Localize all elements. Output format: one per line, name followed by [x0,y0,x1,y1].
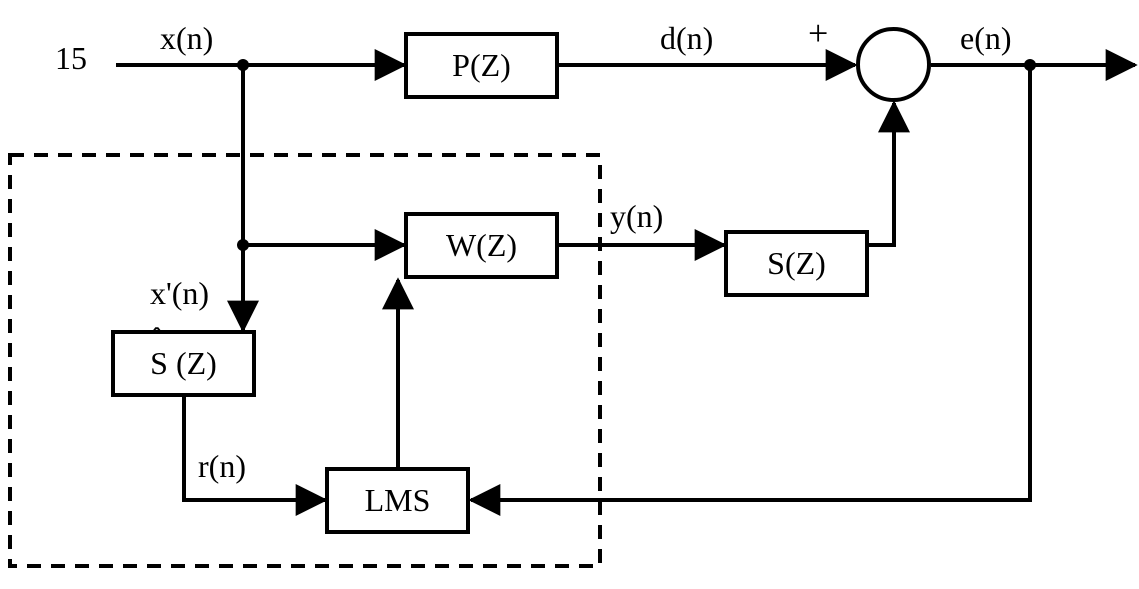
edge-S-to-sum [869,103,894,245]
junction-x [237,59,249,71]
label-r: r(n) [198,448,246,485]
label-plus: + [808,12,828,54]
block-Shat: ˆ S (Z) [111,330,256,397]
label-d: d(n) [660,20,713,57]
block-Shat-label: ˆ S (Z) [150,345,217,382]
block-diagram: P(Z) W(Z) S(Z) ˆ S (Z) LMS 15 x(n) d(n) … [0,0,1139,589]
label-input-number: 15 [55,40,87,77]
block-P-label: P(Z) [452,47,511,84]
label-e: e(n) [960,20,1012,57]
block-S-label: S(Z) [767,245,826,282]
block-S: S(Z) [724,230,869,297]
block-P: P(Z) [404,32,559,99]
label-xprime: x'(n) [150,275,209,312]
junction-e [1024,59,1036,71]
junction-xprime [237,239,249,251]
summing-node [856,27,931,102]
label-x: x(n) [160,20,213,57]
block-W: W(Z) [404,212,559,279]
label-y: y(n) [610,198,663,235]
block-LMS: LMS [325,467,470,534]
shat-hat: ˆ [152,323,161,355]
block-W-label: W(Z) [446,227,517,264]
shat-suffix: (Z) [168,345,217,381]
block-LMS-label: LMS [365,482,431,519]
